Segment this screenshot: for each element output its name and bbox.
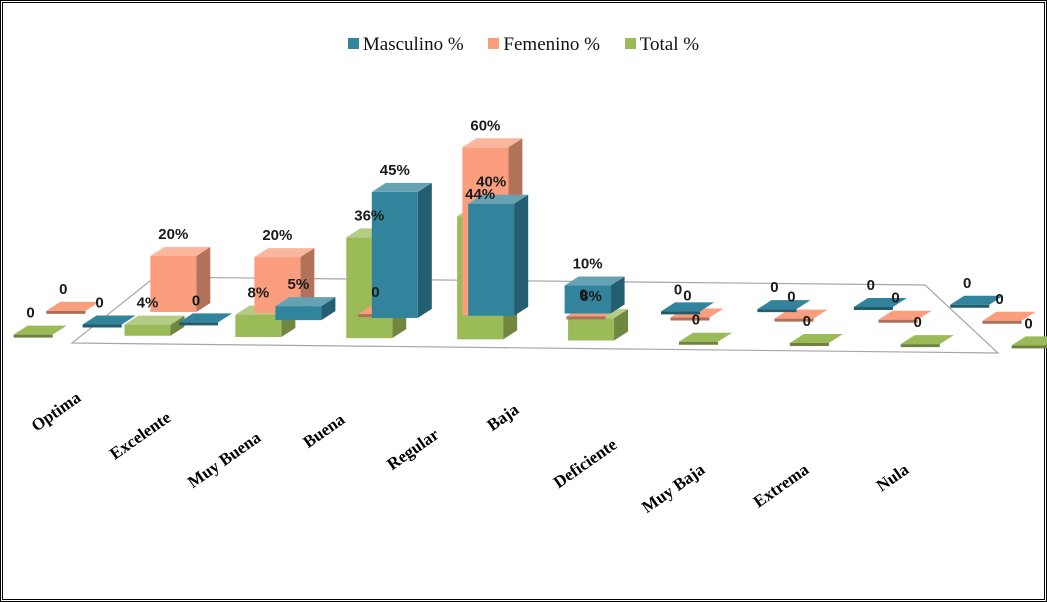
x-tick-label-excelente: Excelente — [106, 407, 174, 463]
bar-femenino-extrema — [878, 310, 932, 323]
data-label-femenino-buena: 0 — [371, 284, 379, 301]
data-label-masculino-nula: 0 — [963, 275, 971, 292]
data-label-total-baja: 8% — [580, 288, 602, 305]
data-label-total-excelente: 4% — [137, 295, 159, 312]
bar-total-extrema — [900, 335, 954, 348]
bar-masculino-baja — [564, 276, 625, 314]
data-label-total-regular: 44% — [465, 186, 495, 203]
data-label-masculino-baja: 10% — [573, 256, 603, 273]
bar-masculino-optima — [82, 315, 136, 328]
data-label-masculino-buena: 45% — [380, 162, 410, 179]
x-axis-labels: Optima Excelente Muy Buena Buena Regular Baja… — [28, 387, 913, 516]
series-masculino — [82, 182, 1004, 328]
chart-bars — [13, 138, 1047, 349]
data-label-femenino-nula: 0 — [995, 291, 1003, 308]
x-tick-label-muy-baja: Muy Baja — [638, 459, 708, 516]
data-label-femenino-baja: 0 — [579, 286, 587, 303]
data-label-femenino-excelente: 20% — [158, 226, 188, 243]
legend-swatch-total — [624, 38, 636, 49]
data-label-masculino-deficiente: 0 — [674, 281, 682, 298]
bar-femenino-nula — [982, 311, 1036, 324]
x-tick-label-extrema: Extrema — [750, 459, 813, 511]
data-label-total-optima: 0 — [26, 305, 34, 322]
legend-item-femenino: Femenino % — [488, 34, 600, 56]
bar-masculino-extrema — [853, 297, 907, 310]
legend-label-masculino: Masculino % — [362, 34, 464, 55]
data-label-total-nula: 0 — [1024, 315, 1032, 332]
bar-total-muy-baja — [789, 333, 843, 346]
legend-item-masculino: Masculino % — [347, 34, 464, 56]
legend-swatch-femenino — [488, 38, 500, 49]
data-label-femenino-deficiente: 0 — [683, 287, 691, 304]
data-label-total-extrema: 0 — [914, 314, 922, 331]
data-label-total-buena: 36% — [354, 207, 384, 224]
data-label-femenino-muy-baja: 0 — [787, 289, 795, 306]
data-label-total-muy-baja: 0 — [803, 313, 811, 330]
bar-masculino-regular — [468, 194, 529, 316]
x-tick-label-nula: Nula — [873, 459, 913, 495]
data-label-masculino-regular: 40% — [476, 174, 506, 191]
x-tick-label-muy-buena: Muy Buena — [184, 427, 265, 491]
chart-legend: Masculino % Femenino % Total % — [0, 34, 1047, 56]
data-label-masculino-extrema: 0 — [867, 277, 875, 294]
bar-femenino-excelente — [150, 246, 211, 312]
bar-masculino-muy-buena — [275, 297, 336, 321]
legend-swatch-masculino — [347, 38, 359, 49]
data-label-femenino-regular: 60% — [470, 117, 500, 134]
data-label-total-deficiente: 0 — [692, 312, 700, 329]
data-label-masculino-muy-baja: 0 — [770, 279, 778, 296]
legend-label-total: Total % — [639, 34, 700, 55]
bar-masculino-deficiente — [660, 302, 715, 315]
bar-masculino-excelente — [179, 313, 233, 326]
x-tick-label-baja: Baja — [484, 399, 523, 434]
data-label-masculino-excelente: 0 — [192, 292, 200, 309]
bar-total-optima — [13, 325, 67, 338]
data-label-femenino-optima: 0 — [59, 281, 67, 298]
data-label-femenino-extrema: 0 — [891, 290, 899, 307]
bar-masculino-nula — [950, 295, 1004, 308]
data-label-total-muy-buena: 8% — [248, 285, 270, 302]
data-label-masculino-muy-buena: 5% — [288, 276, 310, 293]
legend-label-femenino: Femenino % — [503, 34, 600, 55]
x-tick-label-buena: Buena — [299, 409, 348, 451]
x-tick-label-deficiente: Deficiente — [550, 434, 621, 492]
bar-total-excelente — [124, 315, 185, 336]
bar-total-nula — [1011, 336, 1047, 349]
x-tick-label-regular: Regular — [383, 424, 442, 473]
data-label-masculino-optima: 0 — [95, 295, 103, 312]
bar-masculino-muy-baja — [757, 300, 811, 313]
data-label-femenino-muy-buena: 20% — [262, 227, 292, 244]
bar-femenino-optima — [46, 301, 100, 314]
bar-masculino-buena — [371, 182, 432, 318]
x-tick-label-optima: Optima — [28, 387, 85, 435]
bar-total-deficiente — [678, 332, 733, 345]
legend-item-total: Total % — [624, 34, 700, 56]
